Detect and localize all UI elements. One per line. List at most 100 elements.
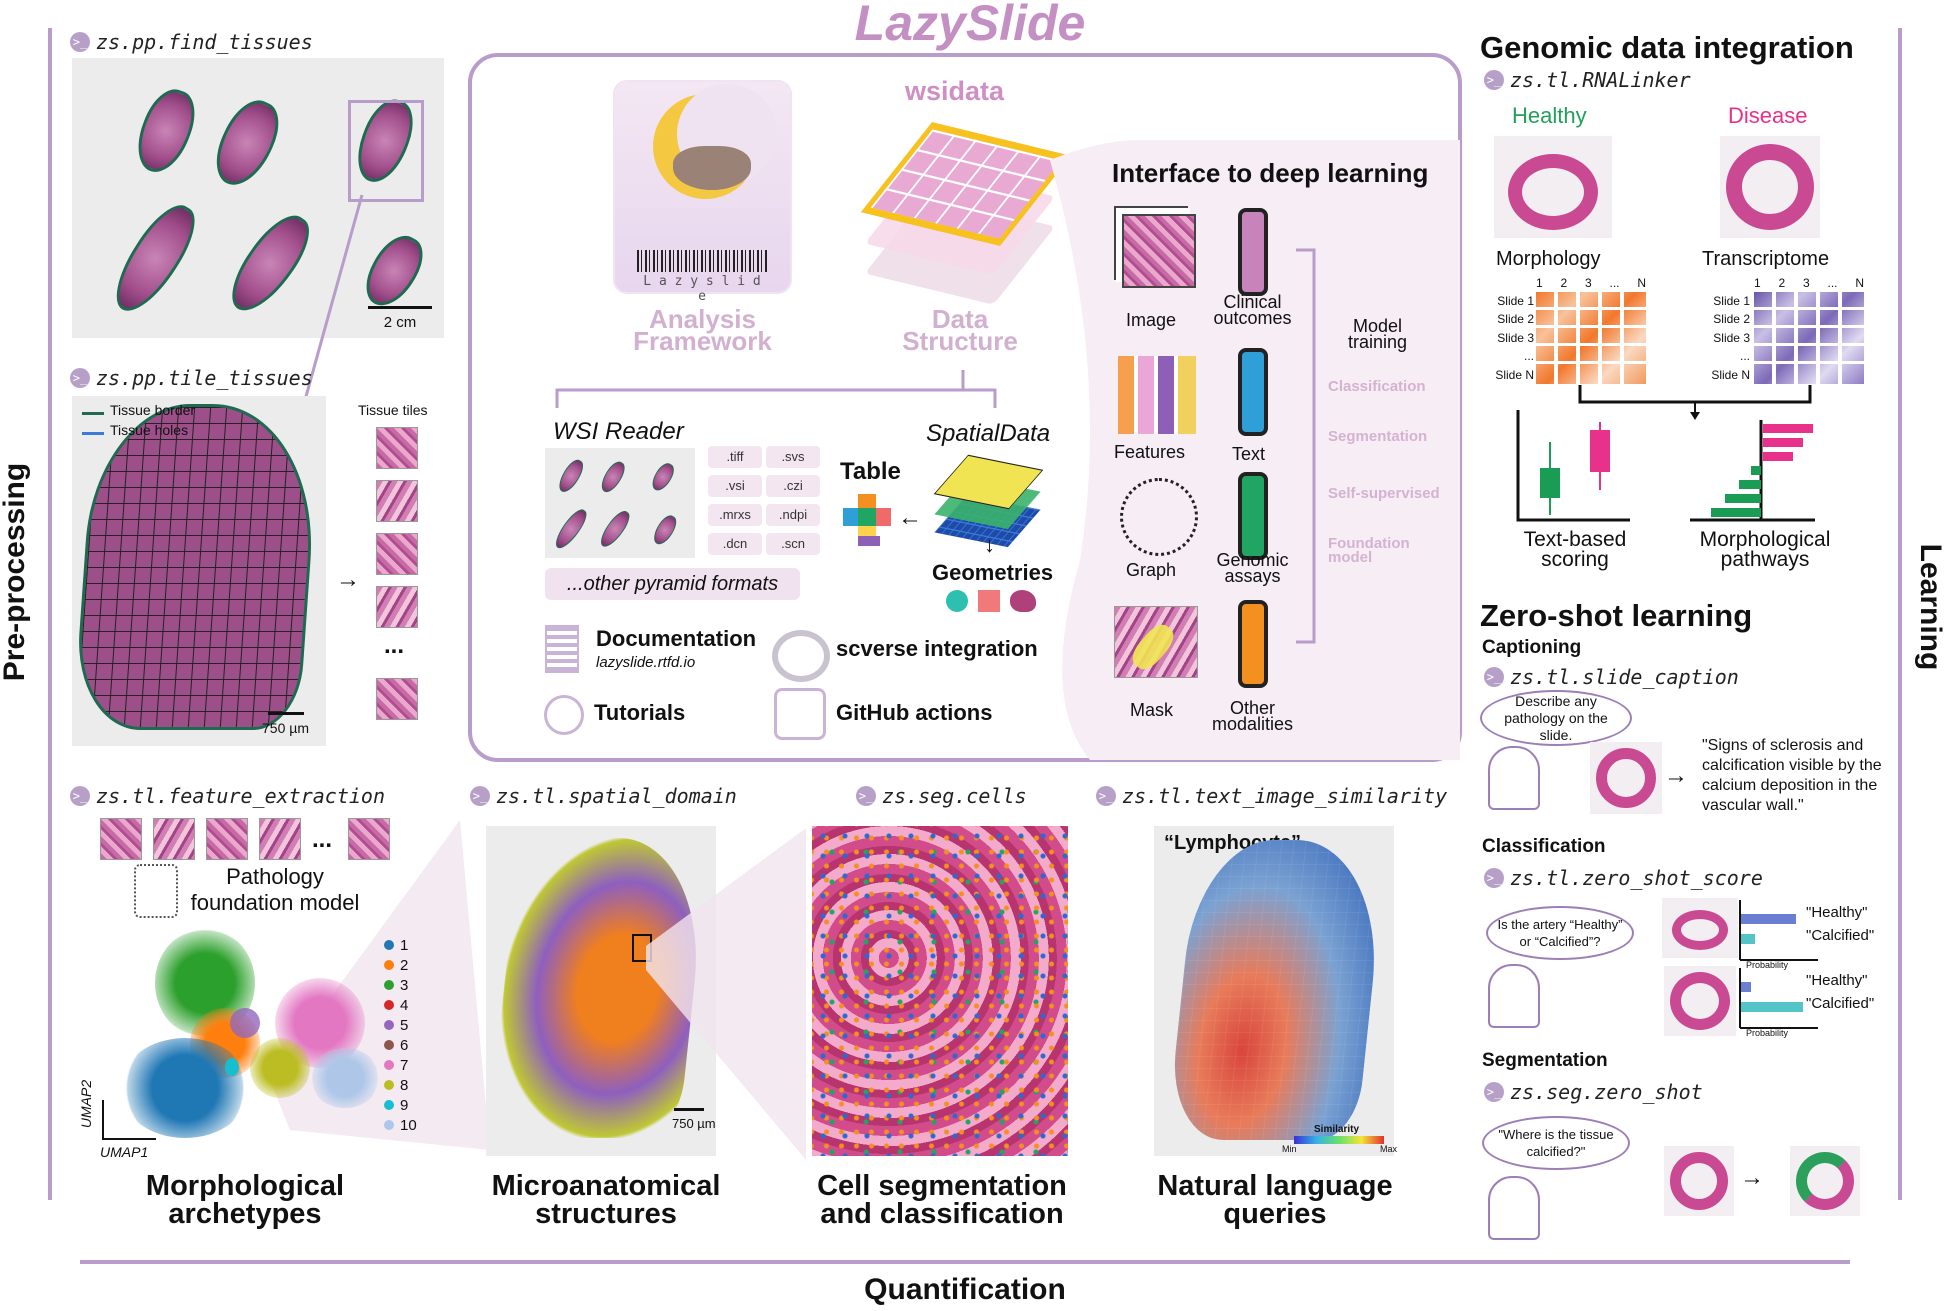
image-input-icon (1122, 214, 1196, 288)
barcode-text: L a z y s l i d e (643, 274, 761, 304)
artery-ring-segmented (1796, 1152, 1854, 1210)
tutorials-icon (544, 695, 584, 735)
format-tag: .dcn (708, 533, 762, 555)
tile-image (376, 480, 418, 522)
output-other-label: Other modalities (1211, 698, 1294, 734)
legend-item-3: 3 (384, 976, 444, 996)
calcified-prob-label: "Calcified" (1806, 927, 1875, 944)
legend-label: 5 (400, 1017, 409, 1034)
tiles-label: Tissue tiles (358, 402, 428, 418)
spatial-func: >_ zs.tl.spatial_domain (470, 784, 737, 808)
transcriptome-label: Transcriptome (1702, 248, 1830, 270)
selection-box (348, 100, 424, 202)
arrow-right-icon: → (1740, 1164, 1764, 1191)
format-tag: .vsi (708, 475, 762, 497)
feature-code: zs.tl.feature_extraction (96, 784, 385, 808)
table-cell (843, 508, 858, 526)
col-labels: 1 2 3... N (1536, 276, 1646, 290)
table-icon (843, 494, 893, 554)
seg-question-bubble: "Where is the tissue calcified?" (1482, 1116, 1630, 1170)
legend-label: 3 (400, 977, 409, 994)
similarity-code: zs.tl.text_image_similarity (1122, 784, 1448, 808)
tile-image (153, 818, 195, 860)
legend-item-8: 8 (384, 1076, 444, 1096)
umap1-label: UMAP1 (100, 1144, 149, 1160)
caption-tissue-image (1590, 742, 1662, 814)
wsi-reader-label: WSI Reader (553, 418, 684, 445)
table-label: Table (840, 458, 901, 485)
legend-label: 6 (400, 1037, 409, 1054)
nl-queries-title: Natural language queries (1157, 1170, 1393, 1230)
spatial-code: zs.tl.spatial_domain (496, 784, 737, 808)
artery-ring (1596, 748, 1656, 808)
input-image-label: Image (1126, 310, 1177, 330)
data-structure-label: Data Structure (902, 304, 1018, 356)
tile-image (376, 586, 418, 628)
disease-tissue-image (1720, 136, 1820, 238)
spatialdata-label: SpatialData (926, 420, 1051, 447)
terminal-icon: >_ (1484, 70, 1504, 90)
terminal-icon: >_ (1484, 667, 1504, 687)
table-cell (858, 494, 876, 508)
seg-tissue-output (1790, 1146, 1860, 1216)
tile-image (376, 427, 418, 469)
blob-shape-icon (1010, 590, 1036, 612)
arrow-left-icon: ← (898, 504, 922, 531)
rnalinker-code: zs.tl.RNALinker (1510, 68, 1691, 92)
score-code: zs.tl.zero_shot_score (1510, 866, 1763, 890)
legend-item-7: 7 (384, 1056, 444, 1076)
output-genomic-label: Genomic assays (1216, 550, 1289, 586)
cluster-1-blob (120, 1038, 250, 1138)
cluster-legend: 1 2 3 4 5 6 7 8 9 10 (384, 936, 444, 1136)
documentation-label: Documentation (596, 626, 757, 651)
scverse-label: scverse integration (836, 636, 1038, 661)
artery-ring (1670, 972, 1730, 1030)
calcified-prob-label-2: "Calcified" (1806, 995, 1875, 1012)
feature-func: >_ zs.tl.feature_extraction (70, 784, 385, 808)
documentation-link[interactable]: lazyslide.rtfd.io (596, 654, 696, 671)
tile-image (376, 533, 418, 575)
row-label: ... (1739, 349, 1750, 364)
scverse-icon (772, 630, 830, 682)
col-label: 3 (1585, 276, 1592, 290)
legend-holes: Tissue holes (110, 422, 189, 438)
scale-line (268, 712, 304, 715)
terminal-icon: >_ (1484, 1082, 1504, 1102)
text-scoring-label: Text-based scoring (1523, 528, 1627, 571)
legend-item-6: 6 (384, 1036, 444, 1056)
format-tag: .mrxs (708, 504, 762, 526)
features-input-icon (1118, 356, 1196, 434)
healthy-label: Healthy (1512, 103, 1587, 128)
wsi-reader-thumbnails (545, 448, 695, 558)
terminal-icon: >_ (1484, 868, 1504, 888)
cells-code: zs.seg.cells (882, 784, 1027, 808)
caption-code: zs.tl.slide_caption (1510, 665, 1739, 689)
seg-code: zs.seg.zero_shot (1510, 1080, 1703, 1104)
github-actions-label: GitHub actions (836, 700, 993, 725)
healthy-prob-label-2: "Healthy" (1806, 972, 1868, 989)
wsidata-label: wsidata (905, 76, 1005, 106)
class-tissue-calcified (1664, 966, 1736, 1036)
legend-label: 2 (400, 957, 409, 974)
arrow-down-icon: ↓ (984, 532, 995, 557)
morph-pathways-label: Morphological pathways (1699, 528, 1831, 571)
row-label: Slide 1 (1713, 294, 1750, 308)
min-label: Min (1282, 1144, 1297, 1154)
legend-border: Tissue border (110, 402, 196, 418)
artery-ring (1726, 144, 1814, 230)
col-label: 3 (1803, 276, 1810, 290)
graph-input-icon (1120, 478, 1198, 556)
feature-ellipsis: ... (312, 826, 333, 853)
probability-bars (1739, 900, 1818, 1029)
genomic-title: Genomic data integration (1480, 30, 1854, 65)
github-actions-icon (774, 688, 826, 740)
lazyslide-logo-card: L a z y s l i d e (615, 82, 790, 304)
row-label: Slide 2 (1497, 312, 1534, 327)
rnalinker-func: >_ zs.tl.RNALinker (1484, 68, 1691, 92)
sloth-icon (673, 146, 751, 190)
legend-item-10: 10 (384, 1116, 444, 1136)
captioning-label: Captioning (1482, 637, 1582, 658)
cluster-10-blob (310, 1048, 380, 1108)
analysis-framework-label: Analysis Framework (633, 304, 772, 356)
similarity-label: Similarity (1314, 1124, 1360, 1135)
